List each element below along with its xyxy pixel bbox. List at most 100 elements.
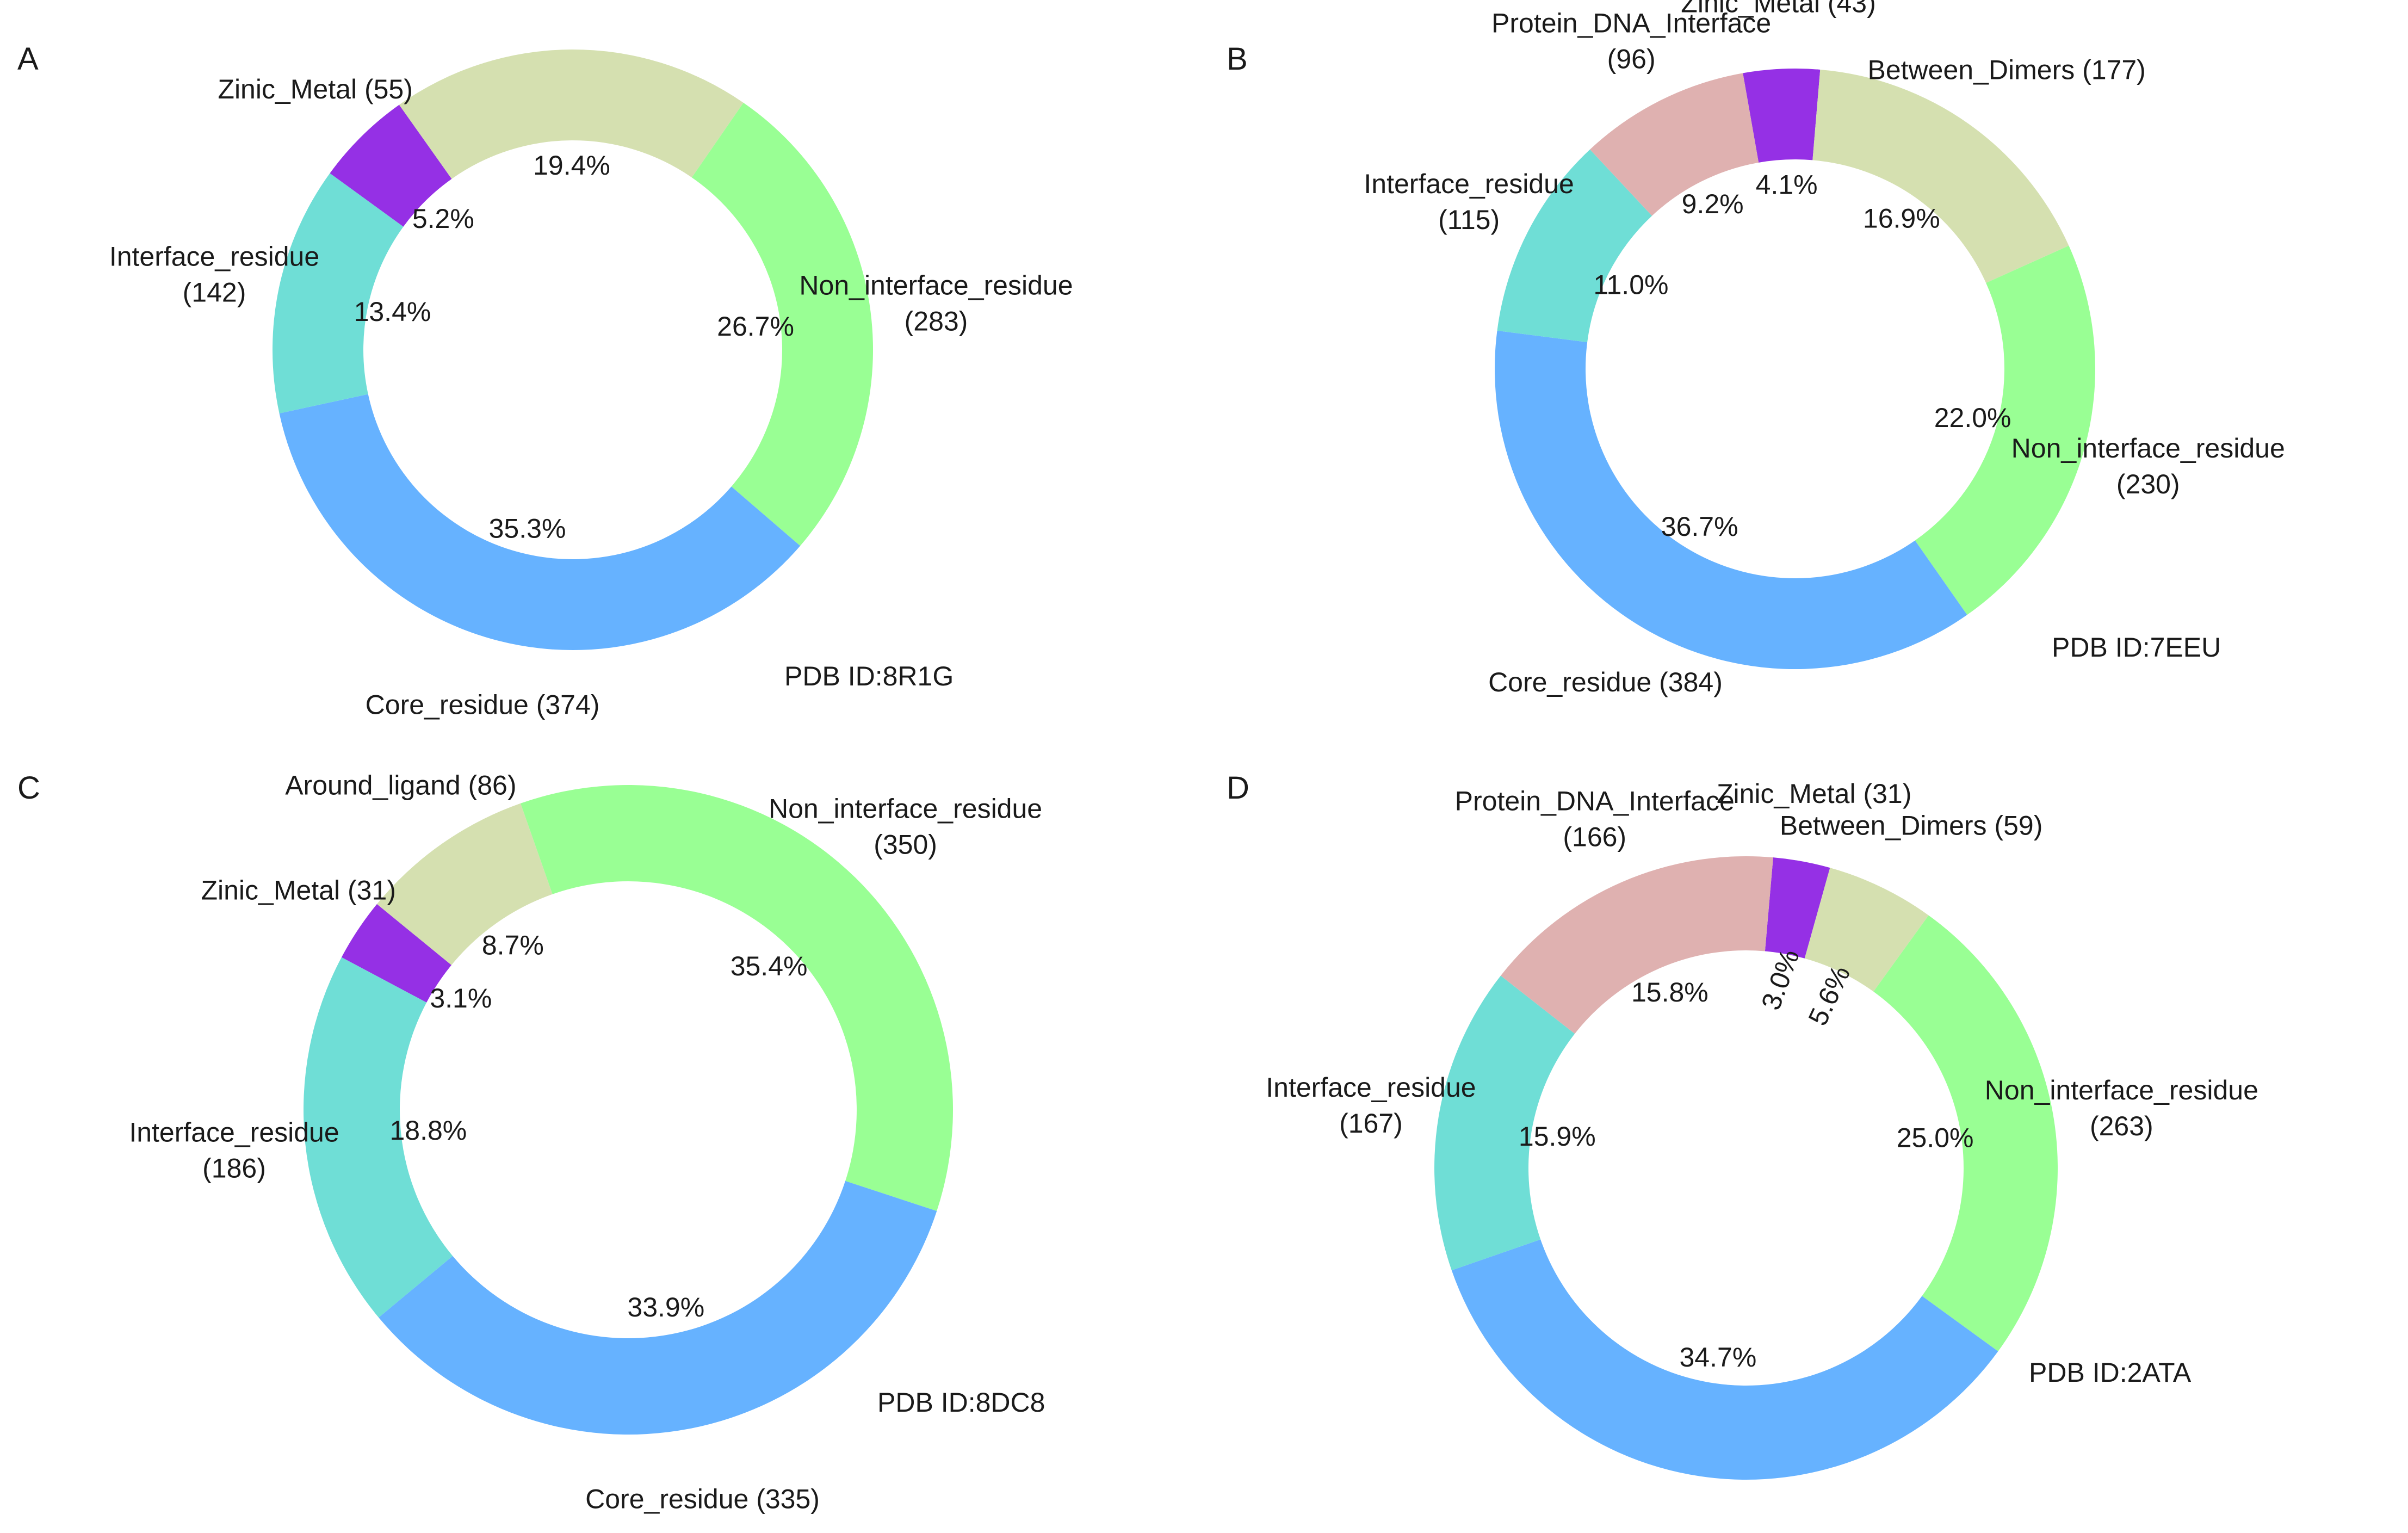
category-label-line: Protein_DNA_Interface	[1491, 8, 1771, 39]
category-label-line: (115)	[1438, 205, 1500, 235]
percent-label-interface-residue: 15.9%	[1519, 1121, 1596, 1152]
panel-letter-b: B	[1227, 41, 1248, 77]
slice-zinic-metal	[330, 104, 452, 227]
panel-a: A Zinic_Metal (55)Between_Dimers (206)No…	[17, 41, 1073, 720]
percent-label-zinic-metal: 3.0%	[1755, 945, 1805, 1014]
pdb-id-label-b: PDB ID:7EEU	[2052, 632, 2221, 663]
donut-ring-a	[273, 50, 874, 651]
percent-label-interface-residue: 18.8%	[389, 1115, 467, 1146]
panel-letter-c: C	[17, 770, 40, 806]
donut-ring-d	[1434, 856, 2058, 1480]
percent-labels-c: 3.1% 8.7% 35.4% 33.9% 18.8%	[389, 930, 807, 1322]
panel-b: B Zinic_Metal (43) Between_Dimers (177) No…	[1227, 0, 2285, 697]
donut-ring-b	[1495, 68, 2095, 669]
category-label-protein-dna-interface: Protein_DNA_Interface (166)	[1455, 786, 1735, 852]
percent-label-non-interface-residue: 25.0%	[1897, 1123, 1974, 1153]
category-label-interface-residue: Interface_residue (167)	[1266, 1072, 1476, 1139]
category-label-line: Between_Dimers (59)	[1780, 810, 2043, 840]
category-label-line: Between_Dimers (177)	[1868, 54, 2146, 85]
category-label-line: Non_interface_residue	[799, 270, 1073, 300]
category-labels-a: Zinic_Metal (55)Between_Dimers (206)Non_…	[109, 74, 1073, 720]
category-label-core-residue: Core_residue (374)	[366, 690, 600, 720]
slice-between-dimers	[1804, 868, 1929, 992]
slice-interface-residue	[273, 173, 404, 413]
panel-letter-a: A	[17, 41, 39, 77]
category-label-line: (142)	[183, 277, 246, 307]
category-label-line: Interface_residue	[1266, 1072, 1476, 1103]
percent-label-zinic-metal: 4.1%	[1756, 170, 1818, 200]
category-label-zinic-metal: Zinic_Metal (55)	[218, 74, 412, 104]
slice-zinic-metal	[1743, 68, 1821, 163]
percent-label-core-residue: 36.7%	[1661, 511, 1738, 542]
panel-letter-d: D	[1227, 770, 1249, 806]
category-label-between-dimers: Between_Dimers (177)	[1868, 54, 2146, 85]
category-label-line: (186)	[202, 1153, 266, 1184]
category-label-core-residue: Core_residue (335)	[585, 1483, 820, 1514]
panel-c: C Zinic_Metal (31) Around_ligand (86) Non_…	[17, 770, 1045, 1515]
category-label-line: Interface_residue	[1364, 169, 1574, 199]
category-label-zinic-metal: Zinic_Metal (31)	[201, 875, 395, 905]
slice-non-interface-residue	[1915, 245, 2095, 615]
percent-label-between-dimers: 19.4%	[533, 150, 610, 181]
category-labels-c: Zinic_Metal (31) Around_ligand (86) Non_in…	[129, 770, 1042, 1515]
slice-zinic-metal	[1765, 857, 1830, 959]
category-label-zinic-metal: Zinic_Metal (31)	[1717, 778, 1911, 809]
percent-label-between-dimers: 5.6%	[1802, 961, 1856, 1030]
category-label-line: Zinic_Metal (31)	[1717, 778, 1911, 809]
percent-label-non-interface-residue: 35.4%	[731, 951, 808, 981]
slice-core-residue	[1495, 330, 1967, 669]
category-label-non-interface-residue: Non_interface_residue (350)	[769, 794, 1042, 860]
category-label-line: Interface_residue	[109, 241, 319, 271]
percent-label-interface-residue: 11.0%	[1593, 270, 1668, 300]
category-label-between-dimers: Between_Dimers (59)	[1780, 810, 2043, 840]
category-label-line: Zinic_Metal (31)	[201, 875, 395, 905]
category-label-line: Core_residue (374)	[366, 690, 600, 720]
percent-label-interface-residue: 13.4%	[354, 296, 431, 327]
category-label-line: (350)	[874, 830, 937, 860]
slice-core-residue	[279, 394, 801, 651]
panel-d: D Zinic_Metal (31)Between_Dimers (59) Non…	[1227, 770, 2258, 1533]
slice-core-residue	[1451, 1239, 1998, 1480]
slice-zinic-metal	[341, 904, 451, 1003]
category-label-interface-residue: Interface_residue (142)	[109, 241, 319, 307]
category-label-interface-residue: Interface_residue (115)	[1364, 169, 1574, 235]
percent-label-between-dimers: 16.9%	[1863, 203, 1940, 233]
percent-label-core-residue: 35.3%	[489, 513, 566, 543]
category-label-around-ligand: Around_ligand (86)	[285, 770, 516, 801]
category-label-line: Non_interface_residue	[2011, 433, 2285, 463]
percent-label-core-residue: 34.7%	[1680, 1342, 1757, 1373]
donut-ring-c	[303, 785, 953, 1435]
category-labels-d: Zinic_Metal (31)Between_Dimers (59) Non_i…	[1266, 778, 2258, 1533]
category-label-zinic-metal: Zinic_Metal (43)	[1681, 0, 1875, 18]
percent-label-non-interface-residue: 22.0%	[1934, 403, 2011, 433]
category-label-line: (263)	[2090, 1111, 2153, 1141]
slice-non-interface-residue	[521, 785, 953, 1211]
category-label-line: Non_interface_residue	[769, 794, 1042, 824]
slice-protein-dna-interface	[1590, 73, 1759, 216]
percent-label-core-residue: 33.9%	[627, 1292, 704, 1322]
category-label-protein-dna-interface: Protein_DNA_Interface (96)	[1491, 8, 1771, 75]
slice-between-dimers	[1812, 69, 2069, 283]
category-label-line: (230)	[2116, 469, 2180, 499]
category-label-line: Core_residue (364)	[1573, 1529, 1807, 1533]
category-label-line: (167)	[1339, 1108, 1403, 1139]
percent-label-protein-dna-interface: 9.2%	[1682, 189, 1744, 219]
category-label-line: (166)	[1563, 822, 1626, 852]
percent-label-zinic-metal: 5.2%	[412, 203, 474, 234]
category-label-interface-residue: Interface_residue (186)	[129, 1117, 339, 1184]
pdb-id-label-c: PDB ID:8DC8	[877, 1387, 1045, 1418]
percent-label-non-interface-residue: 26.7%	[717, 311, 794, 342]
category-label-line: Protein_DNA_Interface	[1455, 786, 1735, 817]
slice-interface-residue	[1434, 975, 1575, 1271]
slice-around-ligand	[376, 803, 553, 966]
category-label-non-interface-residue: Non_interface_residue (283)	[799, 270, 1073, 336]
category-label-line: Zinic_Metal (43)	[1681, 0, 1875, 18]
slice-non-interface-residue	[691, 102, 874, 546]
category-label-core-residue: Core_residue (384)	[1488, 667, 1723, 697]
pdb-id-label-a: PDB ID:8R1G	[784, 661, 954, 691]
slice-protein-dna-interface	[1500, 856, 1773, 1034]
percent-label-protein-dna-interface: 15.8%	[1631, 977, 1708, 1007]
category-label-line: Core_residue (384)	[1488, 667, 1723, 697]
pdb-id-label-d: PDB ID:2ATA	[2029, 1357, 2192, 1388]
